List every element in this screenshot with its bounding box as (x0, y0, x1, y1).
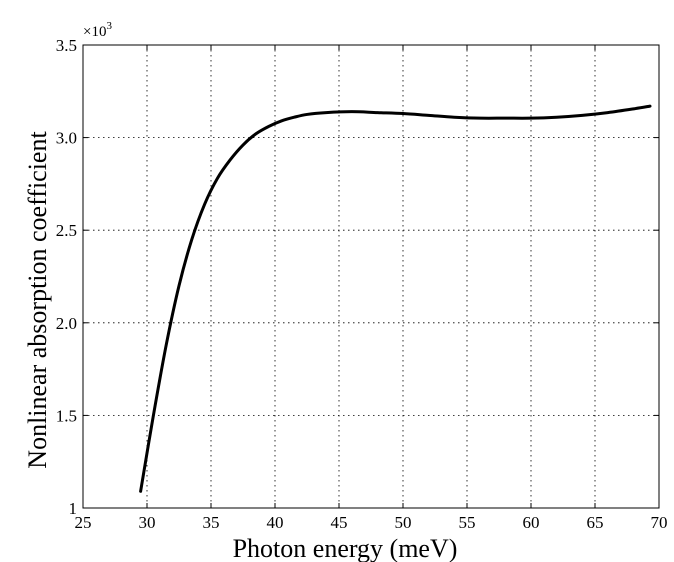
x-tick-label: 70 (651, 513, 668, 532)
x-tick-label: 30 (139, 513, 156, 532)
x-tick-label: 25 (75, 513, 92, 532)
series-line (139, 104, 652, 493)
x-tick-label: 50 (395, 513, 412, 532)
y-tick-label: 2.5 (56, 221, 77, 240)
x-tick-label: 35 (203, 513, 220, 532)
x-tick-labels: 25 30 35 40 45 50 55 60 65 70 (75, 513, 668, 532)
grid (83, 45, 659, 508)
x-tick-label: 60 (523, 513, 540, 532)
y-tick-label: 1 (69, 499, 78, 518)
x-tick-label: 40 (267, 513, 284, 532)
x-tick-label: 45 (331, 513, 348, 532)
axis-ticks (82, 44, 660, 509)
y-tick-labels: 1 1.5 2.0 2.5 3.0 3.5 (56, 36, 77, 518)
x-tick-label: 65 (587, 513, 604, 532)
y-tick-label: 2.0 (56, 314, 77, 333)
series-group (139, 104, 652, 493)
y-exponent-power: 3 (106, 20, 112, 32)
y-tick-label: 1.5 (56, 406, 77, 425)
y-axis-label: Nonlinear absorption coefficient (23, 131, 52, 469)
plot-frame (82, 44, 660, 509)
y-exponent-label: ×103 (83, 20, 112, 40)
x-axis-label: Photon energy (meV) (233, 534, 458, 562)
x-tick-label: 55 (459, 513, 476, 532)
y-exponent-prefix: ×10 (83, 24, 106, 40)
y-tick-label: 3.0 (56, 129, 77, 148)
y-tick-label: 3.5 (56, 36, 77, 55)
